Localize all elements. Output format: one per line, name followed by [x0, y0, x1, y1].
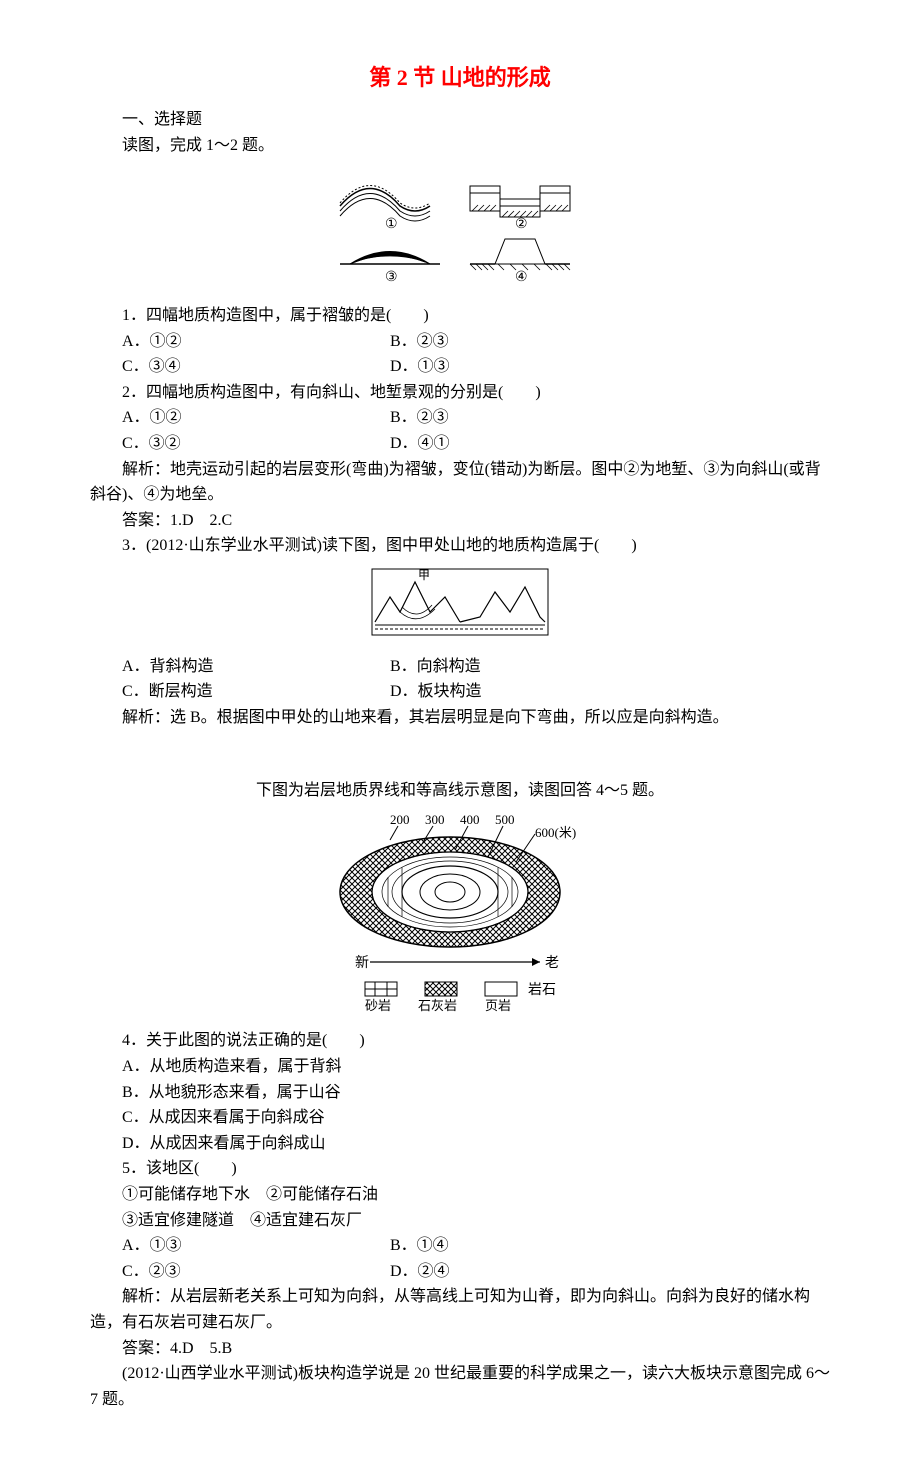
q3-a: A．背斜构造 — [90, 654, 390, 680]
contour-400: 400 — [460, 812, 480, 827]
q3-row-ab: A．背斜构造 B．向斜构造 — [90, 654, 830, 680]
q4-b: B．从地貌形态来看，属于山谷 — [90, 1080, 830, 1106]
section-header: 一、选择题 — [90, 107, 830, 133]
q5-row-ab: A．①③ B．①④ — [90, 1233, 830, 1259]
q1-stem: 1．四幅地质构造图中，属于褶皱的是( ) — [90, 303, 830, 329]
intro-4-5: 下图为岩层地质界线和等高线示意图，读图回答 4～5 题。 — [90, 778, 830, 804]
page-title: 第 2 节 山地的形成 — [90, 60, 830, 95]
fig1-label-3: ③ — [385, 270, 398, 285]
analysis-1-2: 解析：地壳运动引起的岩层变形(弯曲)为褶皱，变位(错动)为断层。图中②为地堑、③… — [90, 457, 830, 508]
q2-d: D．④① — [390, 431, 830, 457]
figure-4-5: 200 300 400 500 600(米) — [90, 812, 830, 1021]
q5-c: C．②③ — [90, 1259, 390, 1285]
q5-stem: 5．该地区( ) — [90, 1156, 830, 1182]
q4-stem: 4．关于此图的说法正确的是( ) — [90, 1028, 830, 1054]
figure-1: ① ② ③ — [90, 166, 830, 295]
fig1-label-4: ④ — [515, 270, 528, 285]
q5-s1: ①可能储存地下水 ②可能储存石油 — [90, 1182, 830, 1208]
legend-rock-3: 页岩 — [485, 998, 511, 1012]
q3-row-cd: C．断层构造 D．板块构造 — [90, 679, 830, 705]
legend-rock-1: 砂岩 — [365, 998, 391, 1012]
legend-rock-2: 石灰岩 — [418, 998, 457, 1012]
intro-6-7: (2012·山西学业水平测试)板块构造学说是 20 世纪最重要的科学成果之一，读… — [90, 1361, 830, 1412]
answer-4-5: 答案：4.D 5.B — [90, 1336, 830, 1362]
contour-300: 300 — [425, 812, 445, 827]
q3-b: B．向斜构造 — [390, 654, 830, 680]
q3-d: D．板块构造 — [390, 679, 830, 705]
analysis-3: 解析：选 B。根据图中甲处的山地来看，其岩层明显是向下弯曲，所以应是向斜构造。 — [90, 705, 830, 731]
q1-b: B．②③ — [390, 329, 830, 355]
q2-row-ab: A．①② B．②③ — [90, 405, 830, 431]
q4-c: C．从成因来看属于向斜成谷 — [90, 1105, 830, 1131]
q5-s2: ③适宜修建隧道 ④适宜建石灰厂 — [90, 1208, 830, 1234]
intro-1-2: 读图，完成 1～2 题。 — [90, 133, 830, 159]
q2-c: C．③② — [90, 431, 390, 457]
legend-title: 岩石 — [528, 982, 556, 998]
q1-row-ab: A．①② B．②③ — [90, 329, 830, 355]
contour-500: 500 — [495, 812, 515, 827]
contour-unit: 600(米) — [535, 825, 576, 840]
q1-c: C．③④ — [90, 354, 390, 380]
axis-left: 新 — [355, 955, 369, 971]
q5-row-cd: C．②③ D．②④ — [90, 1259, 830, 1285]
q2-stem: 2．四幅地质构造图中，有向斜山、地堑景观的分别是( ) — [90, 380, 830, 406]
q4-d: D．从成因来看属于向斜成山 — [90, 1131, 830, 1157]
q3-stem: 3．(2012·山东学业水平测试)读下图，图中甲处山地的地质构造属于( ) — [90, 533, 830, 559]
answer-1-2: 答案：1.D 2.C — [90, 508, 830, 534]
analysis-4-5: 解析：从岩层新老关系上可知为向斜，从等高线上可知为山脊，即为向斜山。向斜为良好的… — [90, 1284, 830, 1335]
q2-b: B．②③ — [390, 405, 830, 431]
axis-right: 老 — [545, 955, 559, 971]
q3-c: C．断层构造 — [90, 679, 390, 705]
q1-d: D．①③ — [390, 354, 830, 380]
fig1-label-1: ① — [385, 217, 398, 232]
q1-a: A．①② — [90, 329, 390, 355]
q2-a: A．①② — [90, 405, 390, 431]
figure-q3: 甲 — [90, 567, 830, 646]
contour-200: 200 — [390, 812, 410, 827]
fig1-label-2: ② — [515, 217, 528, 232]
q5-b: B．①④ — [390, 1233, 830, 1259]
q2-row-cd: C．③② D．④① — [90, 431, 830, 457]
q4-a: A．从地质构造来看，属于背斜 — [90, 1054, 830, 1080]
q5-a: A．①③ — [90, 1233, 390, 1259]
q5-d: D．②④ — [390, 1259, 830, 1285]
q3-fig-label: 甲 — [418, 568, 430, 582]
q1-row-cd: C．③④ D．①③ — [90, 354, 830, 380]
